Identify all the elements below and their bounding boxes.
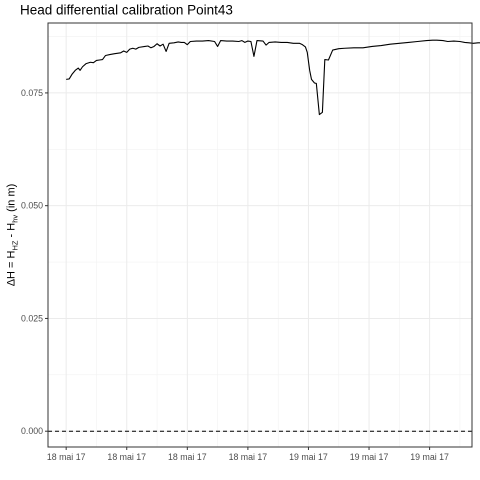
y-axis-title-sub1: HZ: [11, 240, 20, 250]
series-line: [66, 39, 480, 116]
plot-border: [47, 22, 473, 448]
y-axis-title-middle: - H: [6, 223, 18, 241]
y-tick-label: 0.025: [21, 313, 43, 323]
x-tick-label: 18 mai 17: [168, 452, 207, 462]
y-axis-title-suffix: (in m): [6, 184, 18, 215]
x-tick-label: 19 mai 17: [289, 452, 328, 462]
x-tick-label: 19 mai 17: [350, 452, 389, 462]
y-tick-label: 0.050: [21, 201, 43, 211]
x-tick-label: 18 mai 17: [47, 452, 86, 462]
x-tick-label: 18 mai 17: [107, 452, 146, 462]
y-axis-title-prefix: ΔH = H: [6, 250, 18, 286]
series-layer: [66, 39, 480, 116]
x-tick-label: 19 mai 17: [410, 452, 449, 462]
chart-title: Head differential calibration Point43: [20, 3, 233, 18]
minor-gridlines: [48, 23, 472, 447]
y-tick-label: 0.075: [21, 88, 43, 98]
y-axis-title-sub2: hv: [11, 215, 20, 223]
x-axis: 18 mai 17 18 mai 17 18 mai 17 18 mai 17 19 m…: [47, 447, 449, 462]
x-tick-label: 18 mai 17: [229, 452, 268, 462]
y-tick-label: 0.000: [21, 426, 43, 436]
y-axis-title: ΔH = HHZ - Hhv (in m): [6, 184, 20, 287]
y-axis: 0.000 0.025 0.050 0.075: [21, 88, 48, 436]
plot-background: [48, 23, 472, 447]
